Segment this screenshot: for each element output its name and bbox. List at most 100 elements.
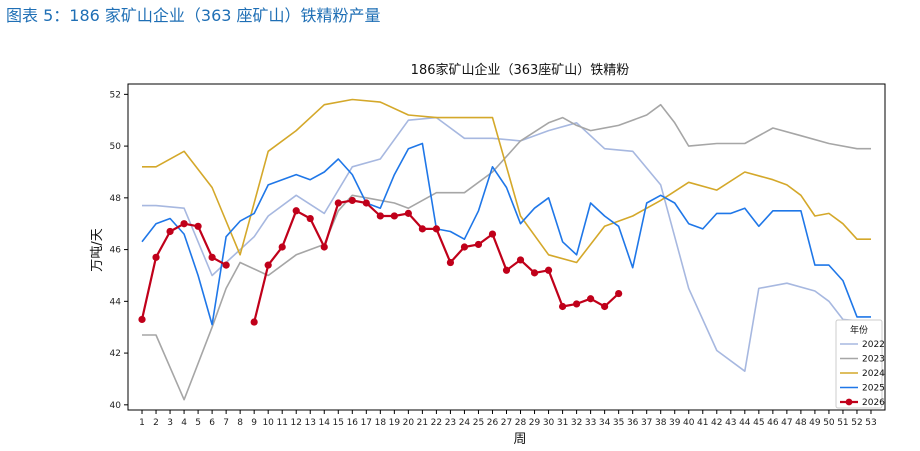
x-tick-label: 24 <box>459 418 471 428</box>
data-point-2026 <box>615 289 623 298</box>
x-tick-label: 42 <box>711 418 722 428</box>
data-point-2026 <box>587 295 595 303</box>
series-line-2026 <box>140 222 227 320</box>
legend: 年份 2022 2023 2024 2025 2026 <box>835 319 885 409</box>
data-point-2026 <box>222 261 230 269</box>
x-tick-label: 17 <box>361 418 372 428</box>
data-point-2026 <box>502 266 511 274</box>
y-tick-label: 40 <box>110 401 122 411</box>
series-lines <box>138 98 872 401</box>
x-tick-label: 11 <box>276 418 287 428</box>
y-tick-label: 48 <box>110 194 122 204</box>
x-tick-label: 48 <box>795 418 807 428</box>
data-point-2026 <box>544 266 553 274</box>
data-point-2026 <box>530 269 539 277</box>
x-tick-label: 50 <box>823 418 835 428</box>
data-point-2026 <box>152 253 160 261</box>
data-point-2026 <box>488 230 497 238</box>
x-tick-label: 40 <box>683 418 695 428</box>
data-point-2026 <box>390 212 398 220</box>
x-tick-label: 35 <box>613 418 624 428</box>
data-point-2026 <box>362 199 370 207</box>
x-tick-label: 18 <box>375 418 387 428</box>
legend-title: 年份 <box>850 324 868 336</box>
data-point-2026 <box>404 209 412 217</box>
x-tick-label: 10 <box>262 418 274 428</box>
x-tick-label: 1 <box>139 418 145 428</box>
data-point-2026 <box>432 225 441 233</box>
series-line-2023 <box>142 103 871 401</box>
legend-marker-2026 <box>845 398 853 406</box>
y-axis-ticks: 40 42 44 46 48 50 52 <box>110 90 128 411</box>
x-tick-label: 14 <box>319 418 331 428</box>
x-tick-label: 29 <box>529 418 541 428</box>
data-point-2026 <box>292 207 300 215</box>
data-point-2026 <box>460 243 469 251</box>
data-point-2026 <box>572 300 581 308</box>
data-point-2026 <box>418 225 426 233</box>
data-point-2026 <box>376 212 384 220</box>
x-tick-label: 23 <box>445 418 456 428</box>
x-tick-label: 25 <box>473 418 484 428</box>
series-line-2025 <box>141 142 871 326</box>
legend-label-2025: 2025 <box>862 384 885 394</box>
data-point-2026 <box>166 227 174 236</box>
x-tick-label: 16 <box>347 418 359 428</box>
x-tick-label: 47 <box>781 418 792 428</box>
x-tick-label: 51 <box>837 418 848 428</box>
x-tick-label: 19 <box>389 418 401 428</box>
x-tick-label: 12 <box>290 418 301 428</box>
legend-box <box>835 319 883 409</box>
data-point-2026 <box>208 253 216 261</box>
data-point-2026 <box>474 240 483 249</box>
x-tick-label: 13 <box>305 418 316 428</box>
chart-title: 186家矿山企业（363座矿山）铁精粉 <box>411 62 630 78</box>
data-point-2026 <box>138 315 146 324</box>
y-tick-label: 50 <box>110 142 122 152</box>
y-tick-label: 44 <box>110 297 122 307</box>
data-point-2026 <box>306 214 314 223</box>
x-tick-label: 31 <box>557 418 568 428</box>
x-tick-label: 7 <box>223 418 229 428</box>
series-line-2024 <box>142 98 871 264</box>
x-axis-label: 周 <box>513 432 526 447</box>
legend-label-2026: 2026 <box>862 398 885 408</box>
data-point-2026 <box>250 318 258 326</box>
x-tick-label: 22 <box>431 418 442 428</box>
legend-label-2024: 2024 <box>862 369 885 379</box>
x-tick-label: 49 <box>809 418 821 428</box>
x-tick-label: 44 <box>739 418 751 428</box>
x-tick-label: 21 <box>417 418 428 428</box>
x-tick-label: 36 <box>627 418 639 428</box>
data-point-2026 <box>180 220 188 228</box>
x-tick-label: 32 <box>571 418 582 428</box>
x-axis-ticks: 1 2 3 4 5 6 7 8 9 10 11 12 13 14 15 16 17 18 19 20 21 22 23 24 2… <box>139 410 877 428</box>
data-point-2026 <box>516 256 525 264</box>
data-point-2026 <box>558 302 567 311</box>
x-tick-label: 6 <box>209 418 215 428</box>
x-tick-label: 45 <box>753 418 764 428</box>
x-tick-label: 33 <box>585 418 596 428</box>
data-point-2026 <box>194 222 202 230</box>
x-tick-label: 27 <box>501 418 512 428</box>
x-tick-label: 52 <box>851 418 862 428</box>
figure-caption: 图表 5：186 家矿山企业（363 座矿山）铁精粉产量 <box>6 6 381 25</box>
x-tick-label: 2 <box>153 418 159 428</box>
y-tick-label: 46 <box>110 246 122 256</box>
x-tick-label: 34 <box>599 418 611 428</box>
x-tick-label: 30 <box>543 418 555 428</box>
x-tick-label: 26 <box>487 418 499 428</box>
x-tick-label: 3 <box>167 418 173 428</box>
data-point-2026 <box>601 302 609 311</box>
x-tick-label: 20 <box>403 418 415 428</box>
x-tick-label: 5 <box>195 418 201 428</box>
legend-label-2022: 2022 <box>862 340 885 350</box>
data-point-2026 <box>334 199 342 207</box>
x-tick-label: 28 <box>515 418 527 428</box>
data-point-2026 <box>348 196 356 205</box>
x-tick-label: 37 <box>641 418 652 428</box>
x-tick-label: 39 <box>669 418 681 428</box>
x-tick-label: 46 <box>767 418 779 428</box>
y-tick-label: 42 <box>110 349 121 359</box>
